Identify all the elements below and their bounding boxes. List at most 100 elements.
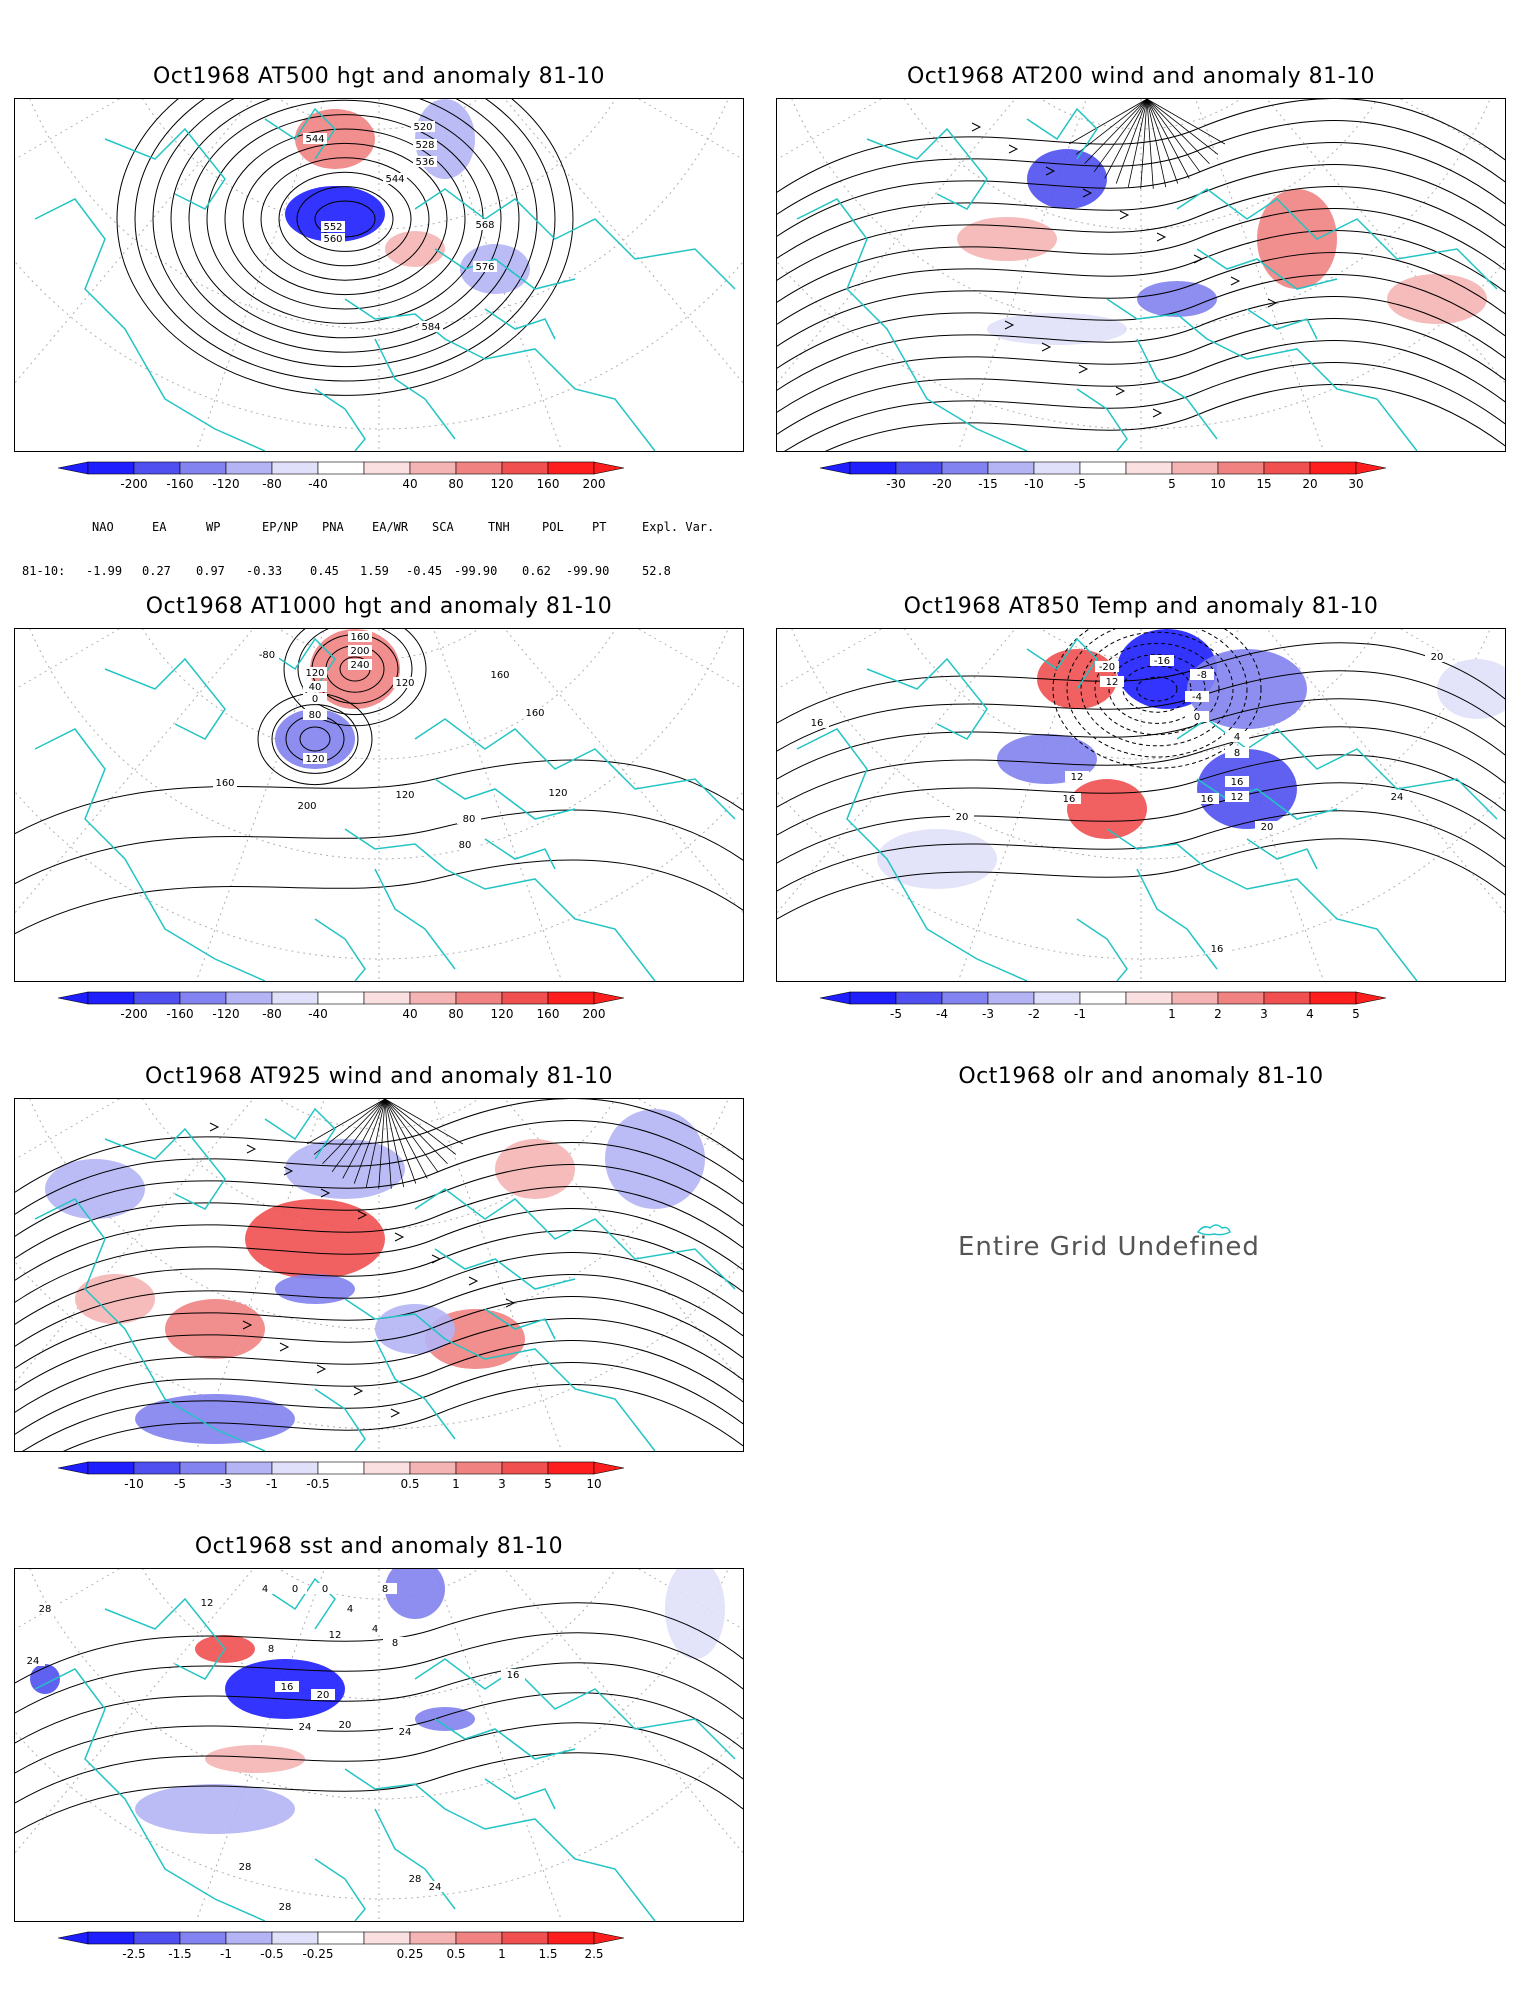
colorbar-segment bbox=[1079, 991, 1127, 1005]
colorbar-segment bbox=[179, 991, 227, 1005]
colorbar-tick-label: 15 bbox=[1256, 477, 1271, 491]
colorbar-segment bbox=[1171, 991, 1219, 1005]
streamline bbox=[384, 1099, 405, 1188]
colorbar-segment bbox=[1125, 461, 1173, 475]
index-name: PT bbox=[592, 520, 607, 534]
colorbar-svg: -2.5 -1.5 -1 -0.5 -0.25 0.25 0.5 1 1.5 2.5 bbox=[57, 1931, 625, 1961]
coastline bbox=[1076, 918, 1128, 981]
streamline bbox=[63, 1383, 743, 1451]
streamline bbox=[1146, 99, 1219, 155]
contour-label-bg bbox=[255, 649, 279, 660]
coastline bbox=[434, 1248, 576, 1290]
colorbar-segment bbox=[87, 461, 135, 475]
contour-label-bg bbox=[1185, 691, 1209, 702]
contour-label: 200 bbox=[297, 801, 316, 812]
contour-label-bg bbox=[233, 1861, 257, 1872]
streamline bbox=[777, 229, 1505, 326]
contour-label: 12 bbox=[1231, 792, 1244, 803]
colorbar-tick-label: -1 bbox=[220, 1947, 232, 1961]
streamline-arrow bbox=[1193, 254, 1204, 264]
contour-label-bg bbox=[21, 1655, 45, 1666]
contour-label: 584 bbox=[421, 322, 440, 333]
colorbar-arrow-right bbox=[1355, 461, 1387, 475]
streamline bbox=[306, 1099, 386, 1145]
anomaly-shading bbox=[385, 1569, 445, 1619]
contour-label-bg bbox=[321, 233, 345, 244]
contour-label: 16 bbox=[1211, 944, 1224, 955]
contour-label-bg bbox=[1100, 676, 1124, 687]
streamline bbox=[15, 1207, 743, 1304]
colorbar-segment bbox=[501, 991, 549, 1005]
colorbar-segment bbox=[1125, 991, 1173, 1005]
contour-label: 24 bbox=[299, 1722, 312, 1733]
colorbar-segment bbox=[271, 991, 319, 1005]
streamline bbox=[825, 383, 1505, 451]
contour-label: 20 bbox=[339, 1720, 352, 1731]
contour-label-bg bbox=[321, 221, 345, 232]
colorbar: -5 -4 -3 -2 -1 1 2 3 4 5 bbox=[819, 988, 1460, 1024]
colorbar-tick-label: -30 bbox=[886, 477, 906, 491]
streamline bbox=[777, 317, 1505, 414]
contour-label-bg bbox=[259, 1643, 283, 1654]
colorbar-tick-label: 20 bbox=[1302, 477, 1317, 491]
colorbar-tick-label: -120 bbox=[212, 1007, 239, 1021]
colorbar-tick-label: -2.5 bbox=[122, 1947, 145, 1961]
contour-line bbox=[15, 1752, 743, 1834]
contour-label: -20 bbox=[1099, 662, 1115, 673]
contour-label: 200 bbox=[350, 646, 369, 657]
contour-line bbox=[188, 99, 502, 339]
contour-line bbox=[15, 1722, 743, 1804]
map-plot: 28 24 12 4 0 0 4 8 4 8 8 12 16 20 24 20 24 28 28 28 24 16 bbox=[14, 1568, 744, 1922]
contour-label-bg bbox=[413, 156, 437, 167]
contour-line bbox=[271, 704, 359, 774]
contour-label: 16 bbox=[281, 1682, 294, 1693]
anomaly-shading bbox=[295, 109, 375, 169]
contour-label-bg bbox=[805, 717, 829, 728]
contour-label: 28 bbox=[409, 1874, 422, 1885]
contour-label: 4 bbox=[372, 1624, 378, 1635]
colorbar-arrow-left bbox=[819, 461, 851, 475]
map-plot: -20 -16 -8 12 -4 0 4 8 12 16 12 16 16 20 20 24 16 20 16 bbox=[776, 628, 1506, 982]
coastline bbox=[1196, 248, 1338, 290]
contour-line bbox=[224, 128, 466, 310]
streamline bbox=[15, 1273, 743, 1370]
coastline bbox=[314, 918, 366, 981]
colorbar-segment bbox=[225, 991, 273, 1005]
streamline-arrow bbox=[1008, 144, 1019, 154]
index-name: EA/WR bbox=[372, 520, 409, 534]
contour-label-bg bbox=[1255, 821, 1279, 832]
contour-label: 28 bbox=[279, 1902, 292, 1913]
colorbar-arrow-left bbox=[57, 991, 89, 1005]
coastline bbox=[264, 107, 336, 160]
streamline-arrow bbox=[431, 1254, 442, 1264]
meridian-line bbox=[637, 99, 743, 160]
contour-label-bg bbox=[457, 813, 481, 824]
colorbar-tick-label: 3 bbox=[1260, 1007, 1268, 1021]
colorbar-segment bbox=[87, 991, 135, 1005]
colorbar-tick-label: 5 bbox=[1168, 477, 1176, 491]
colorbar-tick-label: 120 bbox=[491, 1007, 514, 1021]
colorbar-tick-label: -200 bbox=[120, 1007, 147, 1021]
streamline-arrow bbox=[1045, 166, 1056, 176]
streamline bbox=[777, 141, 1505, 238]
meridian-line bbox=[1399, 99, 1505, 160]
colorbar-tick-label: 2.5 bbox=[584, 1947, 603, 1961]
contour-label: 80 bbox=[463, 814, 476, 825]
map-svg bbox=[777, 99, 1505, 451]
colorbar-segment bbox=[455, 1931, 503, 1945]
contour-label: 560 bbox=[323, 234, 342, 245]
colorbar-segment bbox=[225, 461, 273, 475]
contour-label-bg bbox=[501, 1669, 525, 1680]
contour-label: 528 bbox=[415, 140, 434, 151]
colorbar-arrow-right bbox=[593, 461, 625, 475]
colorbar-segment bbox=[317, 1931, 365, 1945]
colorbar-segment bbox=[1309, 461, 1357, 475]
contour-label-bg bbox=[523, 707, 547, 718]
contour-label: 16 bbox=[507, 1670, 520, 1681]
contour-label-bg bbox=[473, 219, 497, 230]
contour-label: 28 bbox=[239, 1862, 252, 1873]
contour-label: 16 bbox=[1201, 794, 1214, 805]
coastline bbox=[374, 1338, 456, 1440]
colorbar-segment bbox=[271, 1931, 319, 1945]
colorbar-arrow-left bbox=[57, 1931, 89, 1945]
